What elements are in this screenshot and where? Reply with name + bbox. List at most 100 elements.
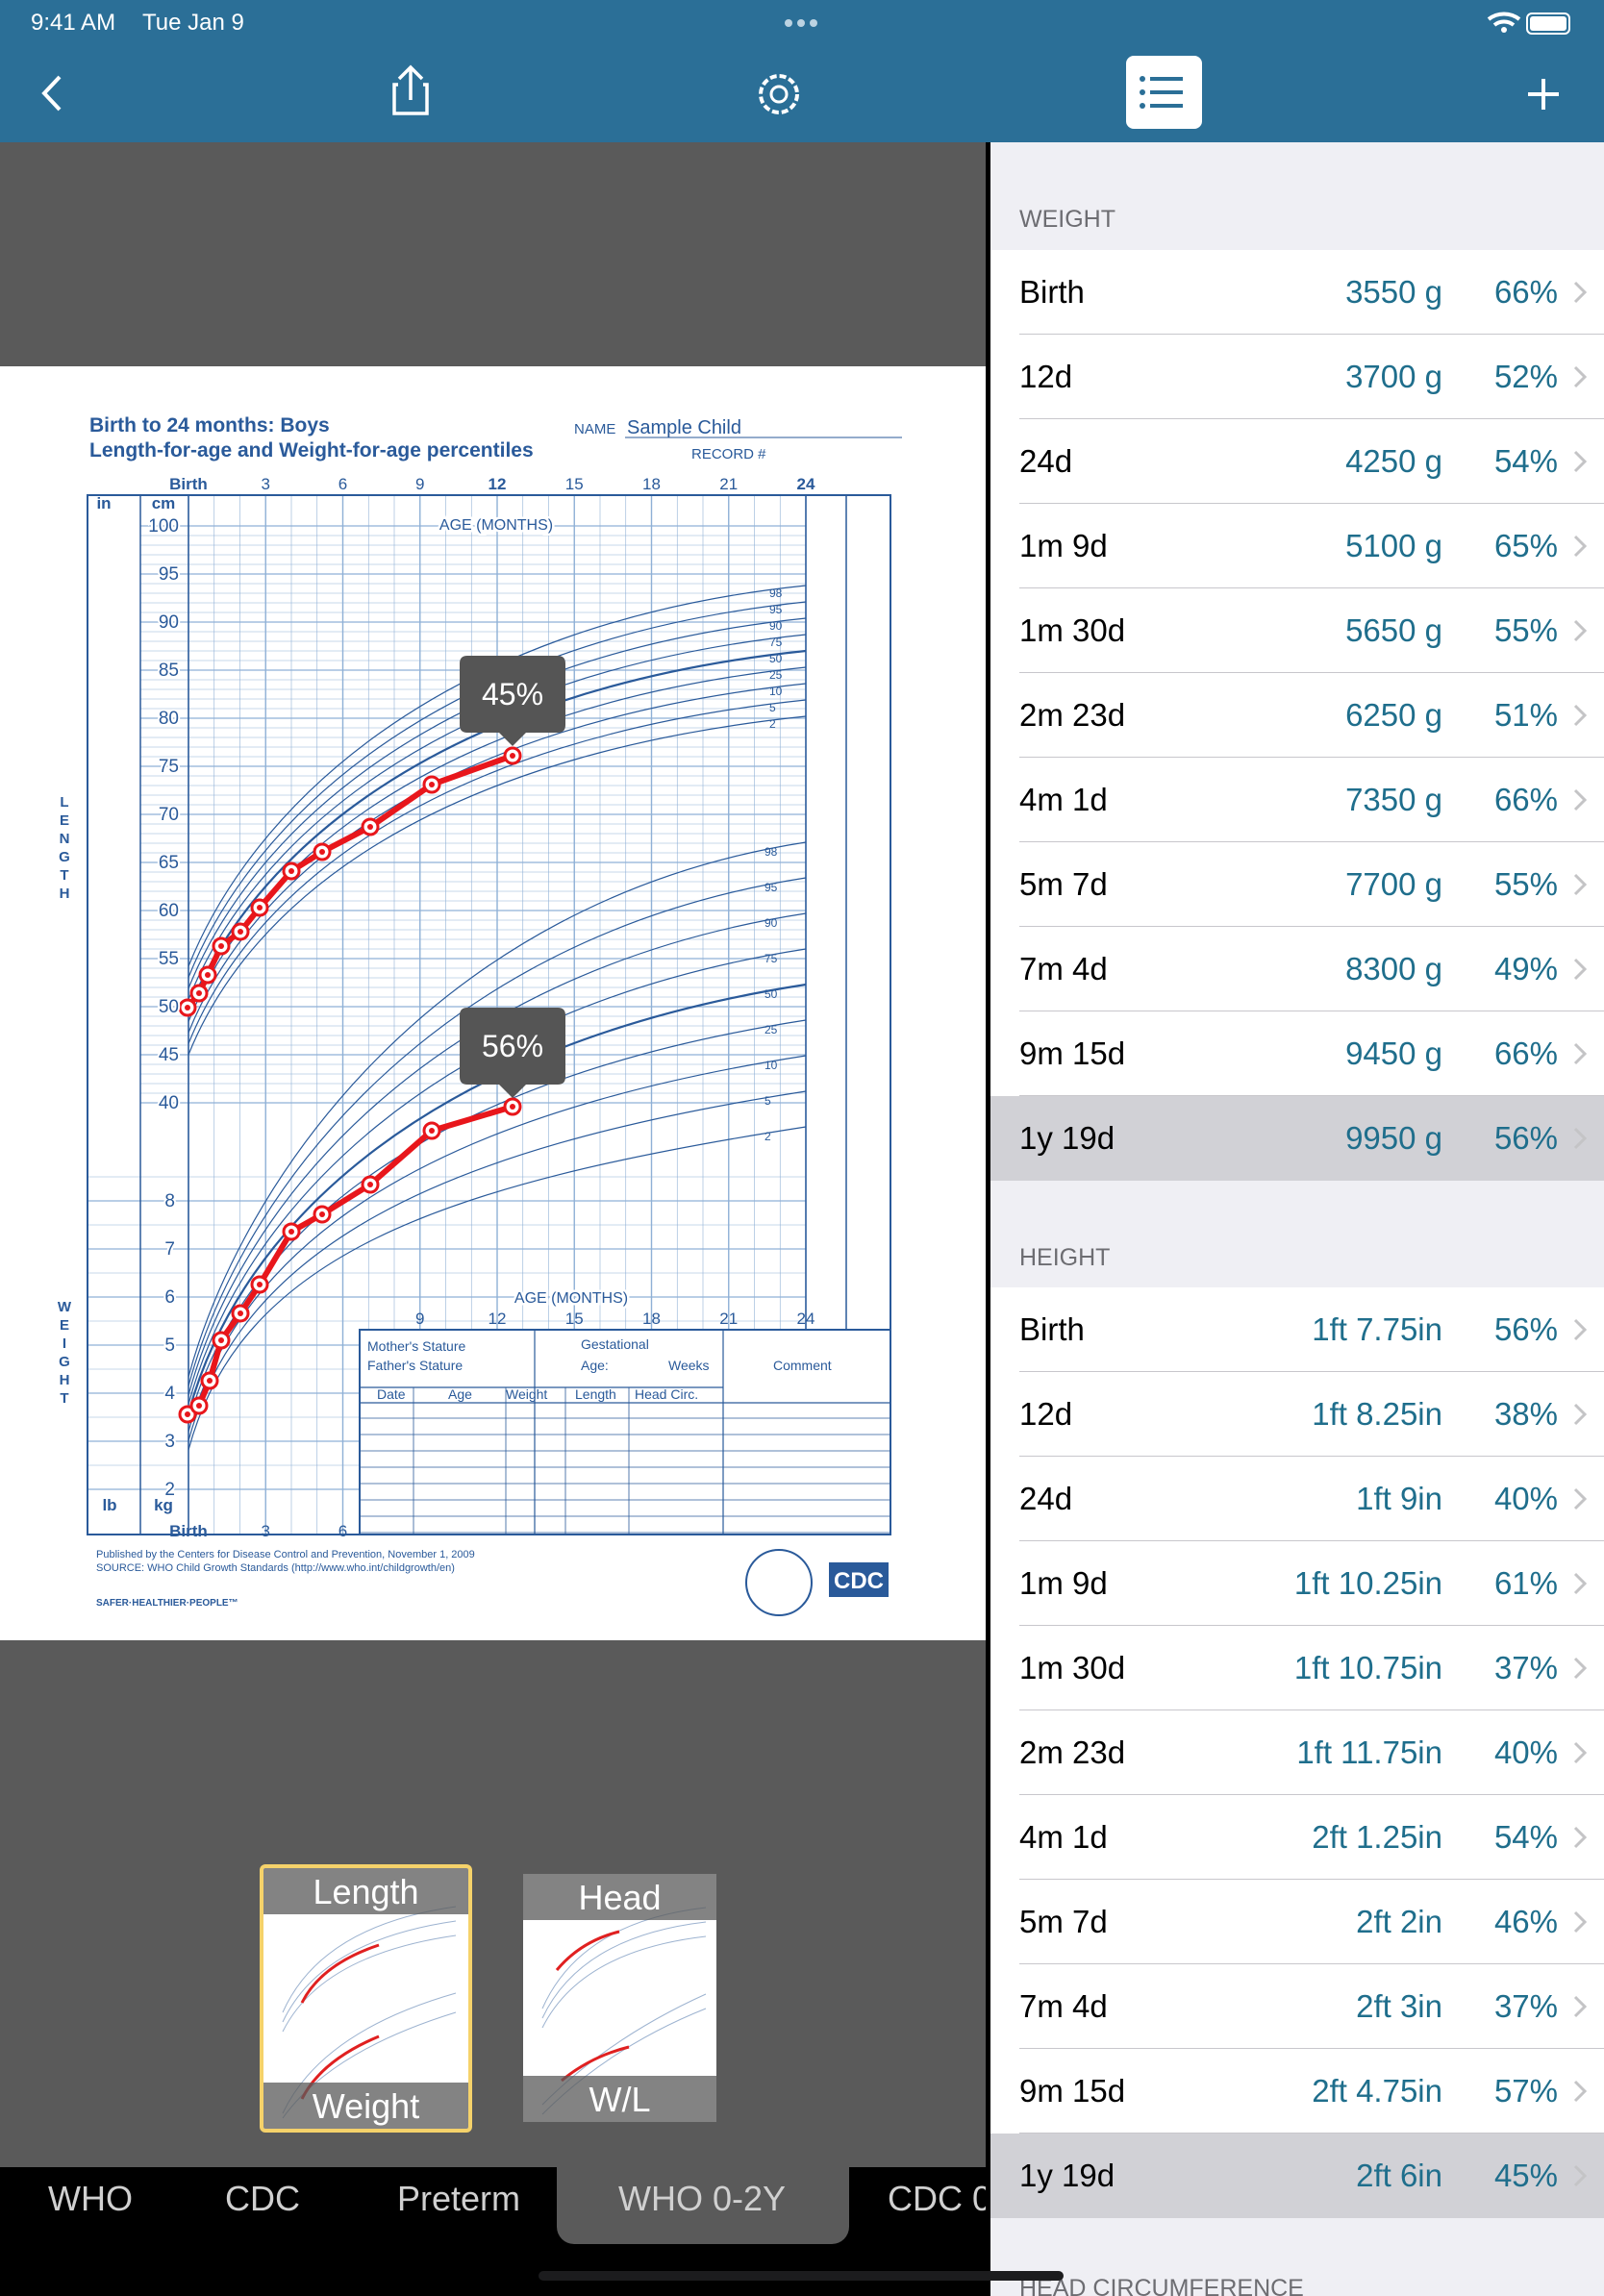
list-row[interactable]: 1m 9d 1ft 10.25in 61% [990,1541,1604,1626]
percentile-curve [188,699,807,1044]
child-point-dot [429,1128,435,1134]
percentile-label: 95 [769,603,783,616]
cm-tick: 70 [159,805,179,825]
row-percentile: 61% [1493,1565,1558,1601]
row-age: 1m 9d [1019,1565,1108,1601]
percentile-curve [188,683,807,1034]
status-time: 9:41 AM [31,10,116,36]
row-chevron [1573,1995,1588,2023]
table-label: Gestational [581,1336,649,1352]
row-percentile: 51% [1493,697,1558,733]
list-row[interactable]: Birth 1ft 7.75in 56% [990,1287,1604,1372]
cm-tick: 40 [159,1093,179,1113]
list-row[interactable]: 9m 15d 2ft 4.75in 57% [990,2049,1604,2134]
list-row[interactable]: 4m 1d 7350 g 66% [990,758,1604,842]
percentile-label: 2 [764,1130,771,1143]
row-age: 12d [1019,1396,1073,1432]
child-point-dot [319,1211,325,1217]
age-tick-top: 9 [415,475,424,493]
row-separator [1019,1879,1604,1880]
cdc-logo-box [829,1562,889,1597]
list-row[interactable]: 7m 4d 8300 g 49% [990,927,1604,1011]
list-row[interactable]: 1y 19d 9950 g 56% [990,1096,1604,1181]
row-percentile: 65% [1493,528,1558,563]
row-percentile: 38% [1493,1396,1558,1432]
percentile-curve [188,1090,807,1441]
row-percentile: 49% [1493,951,1558,986]
table-label: Age [448,1386,472,1402]
thumbnail-length-weight[interactable]: Length Weight [260,1864,472,2133]
cm-tick: 85 [159,661,179,681]
percentile-label: 25 [769,668,783,682]
row-percentile: 55% [1493,612,1558,648]
list-row[interactable]: 1m 30d 1ft 10.75in 37% [990,1626,1604,1710]
chevron [1573,619,1588,642]
list-row[interactable]: 9m 15d 9450 g 66% [990,1011,1604,1096]
row-age: 5m 7d [1019,866,1108,902]
percentile-label: 50 [764,987,778,1001]
row-chevron [1573,704,1588,732]
tab[interactable]: CDC 0 [888,2179,986,2218]
settings-button[interactable] [759,74,799,114]
child-point-dot [319,849,325,855]
child-point-dot [510,1104,515,1110]
list-row[interactable]: 1m 30d 5650 g 55% [990,588,1604,673]
table-label: Head Circ. [635,1386,698,1402]
row-separator [1019,503,1604,504]
list-row[interactable]: 4m 1d 2ft 1.25in 54% [990,1795,1604,1880]
table-label: Length [575,1386,616,1402]
row-separator [1019,1625,1604,1626]
list-row[interactable]: 1y 19d 2ft 6in 45% [990,2134,1604,2218]
tab[interactable]: WHO 0-2Y [618,2179,787,2218]
share-button[interactable] [392,64,429,115]
list-row[interactable]: 5m 7d 2ft 2in 46% [990,1880,1604,1964]
tab[interactable]: Preterm [397,2179,521,2218]
percentile-label: 25 [764,1023,778,1036]
row-separator [1019,587,1604,588]
unit-label: cm [152,494,176,512]
row-value: 4250 g [1345,443,1442,479]
list-row[interactable]: 2m 23d 1ft 11.75in 40% [990,1710,1604,1795]
cm-tick: 45 [159,1045,179,1065]
list-row[interactable]: 7m 4d 2ft 3in 37% [990,1964,1604,2049]
list-row[interactable]: 24d 4250 g 54% [990,419,1604,504]
age-tick-bottom: 6 [338,1522,347,1540]
back-button[interactable] [41,75,62,112]
chevron [1573,704,1588,727]
list-row[interactable]: 12d 3700 g 52% [990,335,1604,419]
add-button[interactable] [1528,79,1559,110]
name-value: Sample Child [627,417,741,438]
percentile-label: 75 [769,636,783,649]
age-tick-mid: 18 [642,1310,661,1328]
row-separator [1019,1456,1604,1457]
list-row[interactable]: 1m 9d 5100 g 65% [990,504,1604,588]
chevron [1573,1657,1588,1680]
percentile-curve [188,715,807,1056]
thumbnail-head-wl[interactable]: Head W/L [523,1874,716,2122]
table-label: Age: [581,1358,609,1373]
chevron [1573,1487,1588,1510]
percentile-label: 10 [769,685,783,698]
row-percentile: 57% [1493,2073,1558,2109]
list-row[interactable]: Birth 3550 g 66% [990,250,1604,335]
kg-tick: 4 [164,1384,175,1404]
row-age: 1m 9d [1019,528,1108,563]
chevron [1573,1042,1588,1065]
percentile-label: 75 [764,952,778,965]
nav-icons [41,12,1570,129]
chevron [1573,1741,1588,1764]
row-separator [1019,2048,1604,2049]
tab[interactable]: CDC [225,2179,300,2218]
list-button[interactable] [1126,56,1202,129]
row-chevron [1573,450,1588,478]
percentile-badge [460,656,565,746]
tab[interactable]: WHO [48,2179,133,2218]
percentile-curve [188,666,807,1022]
list-row[interactable]: 2m 23d 6250 g 51% [990,673,1604,758]
list-row[interactable]: 5m 7d 7700 g 55% [990,842,1604,927]
age-tick-top: Birth [169,475,208,493]
row-chevron [1573,365,1588,393]
cdc-logo: CDC [834,1568,884,1594]
list-row[interactable]: 24d 1ft 9in 40% [990,1457,1604,1541]
list-row[interactable]: 12d 1ft 8.25in 38% [990,1372,1604,1457]
